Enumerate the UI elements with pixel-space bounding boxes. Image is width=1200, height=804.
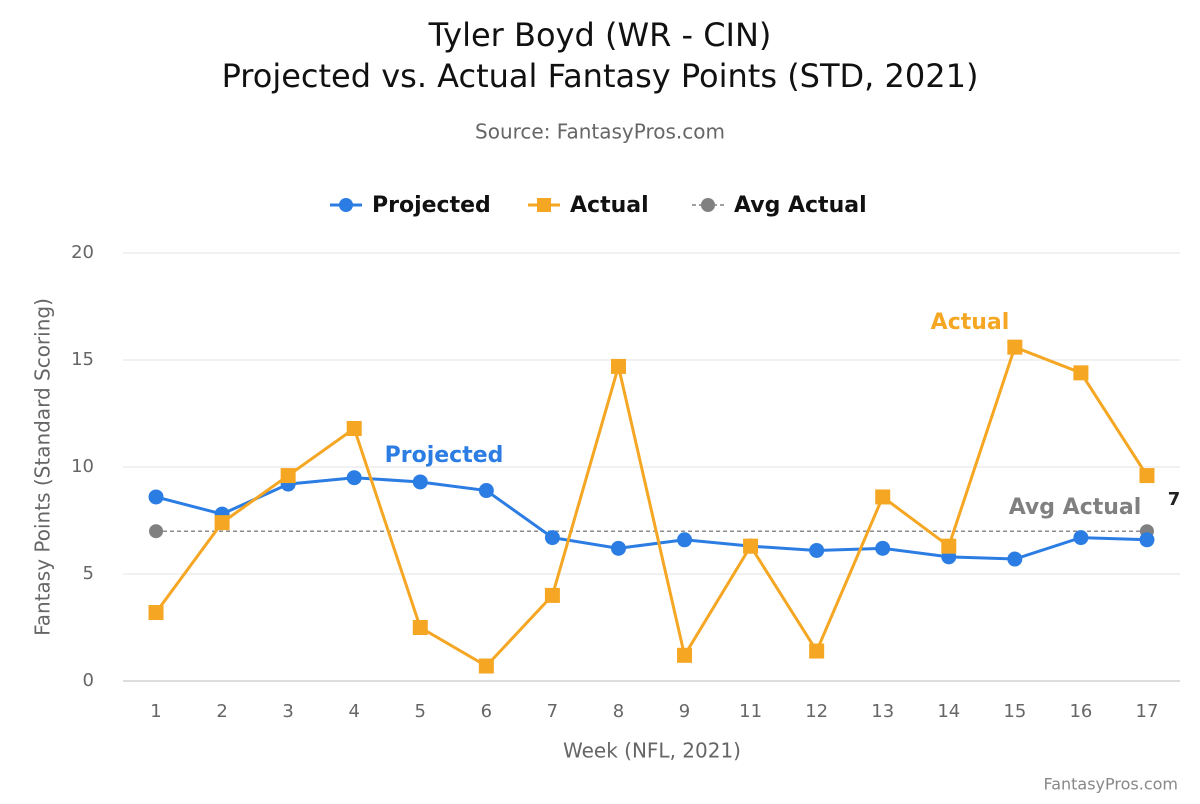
average-value-label: 7 <box>1168 489 1181 510</box>
x-tick-label: 15 <box>1003 701 1026 722</box>
data-point <box>743 538 759 554</box>
series-line <box>155 476 1148 561</box>
data-point <box>412 620 428 635</box>
data-point <box>941 538 957 554</box>
average-point <box>149 524 164 539</box>
data-point <box>412 474 428 490</box>
data-point <box>610 540 626 556</box>
data-point <box>1139 468 1155 484</box>
x-tick-label: 8 <box>613 701 624 722</box>
legend-label: Actual <box>570 193 649 218</box>
data-point <box>1139 532 1155 548</box>
data-point <box>677 647 693 663</box>
x-tick-label: 14 <box>937 701 960 722</box>
x-tick-label: 5 <box>415 701 426 722</box>
x-tick-label: 2 <box>216 701 227 722</box>
chart-title: Tyler Boyd (WR - CIN) <box>428 16 772 54</box>
legend-label: Avg Actual <box>734 193 867 218</box>
data-point <box>809 643 825 659</box>
data-point <box>1073 530 1089 546</box>
credit: FantasyPros.com <box>1043 775 1178 794</box>
data-point <box>1007 339 1023 355</box>
data-point <box>677 532 693 548</box>
x-tick-label: 4 <box>348 701 359 722</box>
x-tick-label: 16 <box>1069 701 1092 722</box>
data-point <box>214 515 230 531</box>
data-point <box>478 658 494 674</box>
data-point <box>478 483 494 499</box>
y-tick-label: 10 <box>71 456 94 477</box>
x-tick-label: 3 <box>282 701 293 722</box>
x-tick-label: 13 <box>871 701 894 722</box>
legend-marker <box>701 198 715 212</box>
y-tick-label: 5 <box>83 563 94 584</box>
chart-title: Projected vs. Actual Fantasy Points (STD… <box>222 57 979 95</box>
data-point <box>544 587 560 603</box>
data-point <box>346 470 362 486</box>
series-label: Projected <box>385 443 504 468</box>
average-label: Avg Actual <box>1009 495 1142 520</box>
x-tick-label: 11 <box>739 701 762 722</box>
data-point <box>148 605 164 621</box>
x-tick-label: 7 <box>547 701 558 722</box>
data-point <box>809 542 825 558</box>
legend-marker <box>339 198 353 212</box>
data-point <box>148 489 164 505</box>
x-tick-label: 6 <box>481 701 492 722</box>
data-point <box>346 420 362 436</box>
data-point <box>875 540 891 556</box>
x-tick-label: 12 <box>805 701 828 722</box>
legend-label: Projected <box>372 193 491 218</box>
x-tick-label: 9 <box>679 701 690 722</box>
x-axis-label: Week (NFL, 2021) <box>563 739 741 763</box>
data-point <box>1007 551 1023 567</box>
y-tick-label: 20 <box>71 242 94 263</box>
y-tick-label: 15 <box>71 349 94 370</box>
x-tick-label: 17 <box>1136 701 1159 722</box>
data-point <box>875 489 891 505</box>
series-label: Actual <box>931 310 1010 335</box>
data-point <box>1073 365 1089 381</box>
legend-marker <box>537 198 551 212</box>
data-point <box>280 468 296 484</box>
y-tick-label: 0 <box>83 670 94 691</box>
y-axis-label: Fantasy Points (Standard Scoring) <box>31 298 55 636</box>
subtitle: Source: FantasyPros.com <box>475 120 725 144</box>
x-tick-label: 1 <box>150 701 161 722</box>
data-point <box>544 530 560 546</box>
series-line <box>154 345 1149 668</box>
data-point <box>610 358 626 374</box>
